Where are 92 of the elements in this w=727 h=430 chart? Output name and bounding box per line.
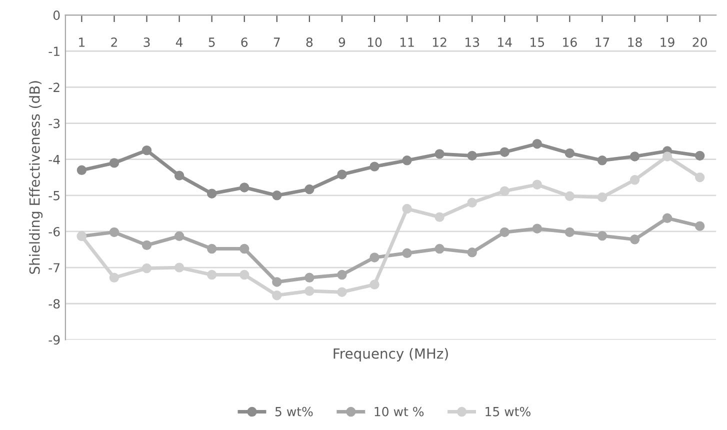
y-tick-label: -6: [48, 226, 60, 236]
point: [174, 170, 184, 180]
point: [630, 175, 640, 185]
x-tick-label: 2: [111, 37, 117, 47]
point: [597, 192, 608, 202]
point: [272, 277, 282, 287]
point: [272, 190, 282, 200]
point: [370, 162, 380, 172]
x-tick-label: 6: [241, 37, 248, 47]
y-tick-label: 0: [53, 10, 60, 20]
x-tick-label: 5: [208, 38, 215, 47]
x-tick-label: 1: [79, 38, 85, 47]
point: [662, 213, 672, 223]
point: [564, 227, 575, 238]
x-tick-label: 13: [466, 37, 480, 47]
x-tick-label: 8: [306, 37, 313, 47]
point: [370, 280, 380, 290]
point: [532, 224, 542, 234]
y-tick-label: -3: [48, 118, 60, 128]
point: [337, 287, 347, 297]
point: [662, 152, 672, 162]
point: [109, 272, 120, 283]
point: [467, 198, 477, 208]
legend-label: 10 wt %: [374, 406, 424, 416]
x-tick-label: 9: [338, 37, 346, 47]
point: [206, 270, 217, 280]
point: [142, 263, 152, 274]
point: [564, 148, 575, 158]
y-tick-label: -9: [48, 335, 60, 345]
point: [337, 270, 347, 280]
point: [272, 290, 282, 300]
x-tick-label: 12: [432, 37, 446, 47]
y-tick-label: -7: [48, 263, 60, 272]
point: [500, 147, 510, 157]
y-tick-label: -4: [48, 154, 60, 164]
point: [694, 221, 705, 231]
point: [434, 149, 444, 159]
x-tick-label: 20: [692, 37, 707, 47]
point: [174, 231, 184, 242]
point: [76, 165, 87, 176]
x-tick-label: 4: [176, 38, 183, 47]
point: [500, 186, 510, 196]
x-tick-label: 10: [368, 37, 382, 47]
y-tick-label: -8: [48, 299, 60, 309]
legend-label: 15 wt%: [486, 406, 530, 416]
point: [109, 158, 120, 168]
point: [694, 150, 705, 161]
point: [630, 234, 640, 244]
point: [694, 172, 705, 182]
y-tick-label: -1: [48, 46, 60, 56]
x-tick-label: 15: [530, 38, 544, 47]
point: [304, 286, 314, 296]
point: [240, 182, 250, 192]
y-tick-label: -5: [48, 191, 60, 200]
point: [240, 244, 250, 254]
x-tick-label: 7: [274, 38, 280, 47]
point: [206, 244, 217, 254]
point: [532, 180, 542, 190]
point: [402, 156, 412, 166]
point: [337, 170, 347, 180]
point: [240, 270, 250, 280]
point: [304, 184, 314, 194]
point: [174, 262, 184, 272]
point: [597, 230, 608, 241]
x-tick-label: 17: [596, 38, 610, 47]
point: [206, 188, 217, 198]
point: [500, 227, 510, 238]
x-tick-label: 3: [144, 37, 150, 47]
legend-label: 5 wt%: [275, 406, 313, 416]
point: [467, 150, 477, 161]
x-tick-label: 18: [628, 37, 642, 47]
x-tick-label: 11: [400, 38, 414, 47]
point: [402, 248, 412, 258]
point: [304, 272, 314, 283]
point: [564, 191, 575, 201]
point: [109, 227, 120, 238]
y-axis-title: Shielding Effectiveness (dB): [29, 81, 43, 274]
point: [434, 212, 444, 222]
point: [402, 204, 412, 214]
x-tick-label: 19: [660, 37, 674, 47]
point: [467, 248, 477, 258]
point: [597, 156, 608, 166]
y-tick-label: -2: [48, 82, 60, 92]
point: [434, 244, 444, 254]
point: [142, 240, 152, 250]
point: [142, 145, 152, 156]
x-tick-label: 14: [498, 38, 512, 47]
point: [532, 138, 542, 149]
x-tick-label: 16: [563, 37, 577, 47]
point: [370, 252, 380, 262]
x-axis-title: Frequency (MHz): [334, 348, 448, 362]
point: [630, 152, 640, 162]
